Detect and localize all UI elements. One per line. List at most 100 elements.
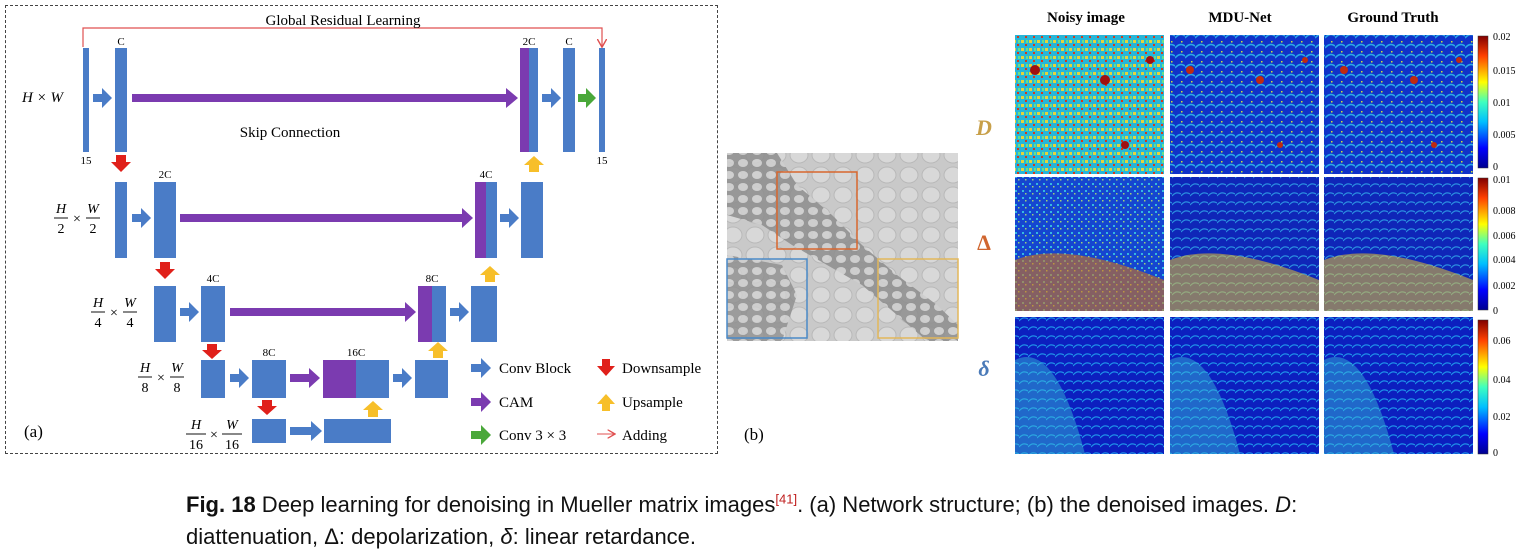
svg-text:0: 0 [1493, 306, 1498, 317]
image-noisy-delta [1015, 317, 1164, 454]
global-residual-label: Global Residual Learning [266, 13, 421, 29]
col-header-noisy: Noisy image [1047, 10, 1125, 26]
colorbar-delta-ticks: 0.06 0.04 0.02 0 [1493, 336, 1511, 459]
svg-text:0.02: 0.02 [1493, 412, 1511, 423]
channel-label: C [565, 36, 572, 48]
legend-conv33: Conv 3 × 3 [499, 428, 566, 444]
svg-text:2: 2 [58, 222, 65, 237]
comparison-grid-panel: Noisy image MDU-Net Ground Truth D Δ δ 0… [975, 10, 1516, 459]
col-header-mdunet: MDU-Net [1208, 10, 1271, 26]
col-header-ground-truth: Ground Truth [1347, 10, 1439, 26]
svg-text:×: × [73, 212, 81, 227]
conv-block [115, 48, 127, 152]
row-label-delta: δ [978, 356, 989, 381]
svg-text:0.005: 0.005 [1493, 130, 1516, 141]
global-residual-line [82, 27, 602, 47]
svg-text:H: H [92, 296, 104, 311]
channel-label: 4C [480, 169, 493, 181]
upsample-arrow [480, 266, 500, 282]
svg-text:×: × [110, 306, 118, 321]
channel-label: 8C [426, 273, 439, 285]
reference-link[interactable]: [41] [775, 491, 798, 507]
symbol-D: D [1275, 492, 1292, 517]
conv-block-legend-icon [471, 358, 491, 378]
resolution-label-row5: H 16 × W 16 [186, 418, 242, 453]
cam-block [520, 48, 529, 152]
legend-adding: Adding [622, 428, 668, 444]
conv-arrow [132, 208, 151, 228]
svg-text:0.04: 0.04 [1493, 375, 1511, 386]
upsample-arrow [363, 401, 383, 417]
conv-arrow [542, 88, 561, 108]
upsample-arrow [524, 156, 544, 172]
image-mdunet-delta [1170, 317, 1319, 454]
svg-text:4: 4 [95, 316, 102, 331]
conv-arrow [180, 302, 199, 322]
legend: Conv Block Downsample CAM Upsample Conv … [471, 358, 701, 445]
conv33-arrow [578, 88, 596, 108]
cam-arrow [290, 368, 320, 388]
conv-block [415, 360, 448, 398]
conv-block [486, 182, 497, 258]
downsample-arrow [111, 155, 131, 172]
channel-label: 2C [523, 36, 536, 48]
caption-text: : linear retardance. [512, 524, 697, 549]
downsample-legend-icon [597, 359, 615, 376]
svg-text:0.01: 0.01 [1493, 175, 1511, 186]
conv-block [324, 419, 391, 443]
legend-upsample: Upsample [622, 395, 683, 411]
cam-block [418, 286, 432, 342]
downsample-arrow [155, 262, 175, 279]
svg-text:×: × [210, 428, 218, 443]
colorbar-Delta [1477, 177, 1489, 311]
panel-a-label: (a) [24, 422, 43, 441]
svg-text:H: H [139, 361, 151, 376]
channel-label: 2C [159, 169, 172, 181]
colorbar-D-ticks: 0.02 0.015 0.01 0.005 0 [1493, 32, 1516, 173]
resolution-label: H × W [21, 90, 64, 106]
network-structure-panel: Global Residual Learning 15 C Skip Conne… [5, 5, 718, 454]
conv-arrow [393, 368, 412, 388]
image-ground-truth-delta [1324, 317, 1473, 454]
network-diagram: Global Residual Learning 15 C Skip Conne… [21, 13, 701, 453]
conv-arrow [290, 421, 322, 441]
upsample-legend-icon [597, 394, 615, 411]
legend-cam: CAM [499, 395, 533, 411]
svg-text:8: 8 [142, 381, 149, 396]
conv-block [432, 286, 446, 342]
image-ground-truth-D [1324, 35, 1473, 174]
skip-arrow [132, 88, 518, 108]
svg-text:×: × [157, 371, 165, 386]
svg-text:16: 16 [189, 438, 203, 453]
channel-label: 8C [263, 347, 276, 359]
svg-text:0.01: 0.01 [1493, 98, 1511, 109]
conv-block [252, 419, 286, 443]
legend-downsample: Downsample [622, 361, 701, 377]
conv-block [201, 286, 225, 342]
legend-conv-block: Conv Block [499, 361, 572, 377]
conv-arrow [230, 368, 249, 388]
output-block [599, 48, 605, 152]
svg-text:0.004: 0.004 [1493, 255, 1516, 266]
conv-block [521, 182, 543, 258]
figure-caption: Fig. 18 Deep learning for denoising in M… [186, 489, 1386, 553]
svg-text:H: H [190, 418, 202, 433]
svg-text:W: W [171, 361, 184, 376]
conv-arrow [450, 302, 469, 322]
colorbar-delta [1477, 319, 1489, 455]
cam-block [323, 360, 356, 398]
channel-label: C [117, 36, 124, 48]
channel-label: 15 [597, 155, 609, 167]
svg-text:0.008: 0.008 [1493, 206, 1516, 217]
skip-connection-label: Skip Connection [240, 125, 341, 141]
svg-text:2: 2 [90, 222, 97, 237]
conv-block [471, 286, 497, 342]
conv-arrow [500, 208, 519, 228]
skip-arrow [180, 208, 473, 228]
svg-text:0: 0 [1493, 162, 1498, 173]
roi-box-orange [776, 171, 858, 250]
conv-block [356, 360, 389, 398]
cam-block [475, 182, 486, 258]
cam-legend-icon [471, 392, 491, 412]
roi-box-blue [726, 258, 808, 339]
